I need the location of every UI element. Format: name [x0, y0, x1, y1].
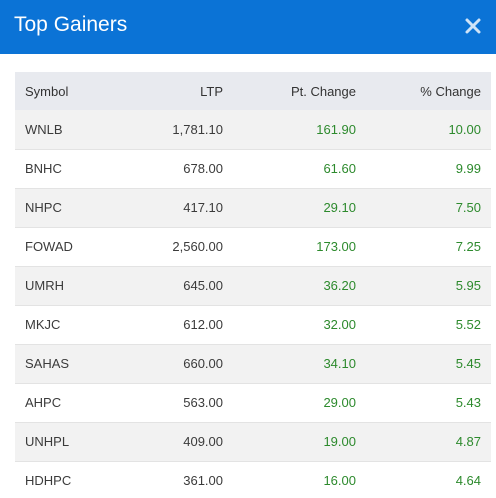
cell-pt-change: 29.00 [323, 395, 356, 410]
gainers-table: Symbol LTP Pt. Change % Change WNLB 1,78… [15, 72, 491, 498]
cell-pct-change: 4.64 [455, 473, 481, 488]
cell-pct-change: 5.43 [455, 395, 481, 410]
modal-title: Top Gainers [14, 13, 128, 36]
table-row[interactable]: WNLB 1,781.10 161.90 10.00 [15, 110, 491, 149]
column-header-symbol: Symbol [25, 83, 69, 99]
cell-ltp: 660.00 [183, 356, 223, 371]
cell-pt-change: 29.10 [323, 200, 356, 215]
column-header-pt-change: Pt. Change [290, 83, 356, 99]
cell-ltp: 678.00 [183, 161, 223, 176]
cell-symbol: WNLB [25, 121, 63, 137]
table-row[interactable]: UNHPL 409.00 19.00 4.87 [15, 422, 491, 461]
cell-pt-change: 34.10 [323, 356, 356, 371]
cell-symbol: HDHPC [25, 473, 72, 488]
cell-pct-change: 5.45 [455, 356, 481, 371]
cell-symbol: NHPC [25, 200, 62, 215]
cell-symbol: BNHC [25, 161, 62, 176]
cell-pct-change: 4.87 [455, 434, 481, 449]
cell-symbol: SAHAS [25, 356, 70, 371]
table-header-row: Symbol LTP Pt. Change % Change [15, 72, 491, 110]
cell-pt-change: 61.60 [323, 161, 356, 176]
cell-pt-change: 173.00 [316, 239, 356, 254]
cell-pct-change: 5.95 [455, 278, 481, 293]
cell-ltp: 417.10 [183, 200, 223, 215]
cell-pt-change: 16.00 [323, 473, 356, 488]
cell-pt-change: 161.90 [316, 121, 356, 137]
table-row[interactable]: SAHAS 660.00 34.10 5.45 [15, 344, 491, 383]
cell-ltp: 409.00 [183, 434, 223, 449]
cell-pt-change: 32.00 [323, 317, 356, 332]
cell-symbol: FOWAD [25, 239, 73, 254]
column-header-ltp: LTP [200, 83, 223, 99]
cell-symbol: MKJC [25, 317, 61, 332]
cell-ltp: 361.00 [183, 473, 223, 488]
cell-pct-change: 7.25 [455, 239, 481, 254]
table-row[interactable]: AHPC 563.00 29.00 5.43 [15, 383, 491, 422]
cell-ltp: 563.00 [183, 395, 223, 410]
gainers-table-container: Symbol LTP Pt. Change % Change WNLB 1,78… [15, 72, 491, 498]
cell-ltp: 645.00 [183, 278, 223, 293]
cell-symbol: AHPC [25, 395, 62, 410]
column-header-pct-change: % Change [420, 83, 481, 99]
table-row[interactable]: NHPC 417.10 29.10 7.50 [15, 188, 491, 227]
cell-ltp: 612.00 [183, 317, 223, 332]
cell-pt-change: 19.00 [323, 434, 356, 449]
table-row[interactable]: BNHC 678.00 61.60 9.99 [15, 149, 491, 188]
table-row[interactable]: MKJC 612.00 32.00 5.52 [15, 305, 491, 344]
modal-header: Top Gainers [0, 0, 496, 54]
table-row[interactable]: UMRH 645.00 36.20 5.95 [15, 266, 491, 305]
cell-pct-change: 7.50 [455, 200, 481, 215]
close-icon[interactable] [463, 16, 483, 36]
table-row[interactable]: HDHPC 361.00 16.00 4.64 [15, 461, 491, 498]
cell-ltp: 2,560.00 [172, 239, 223, 254]
cell-ltp: 1,781.10 [172, 121, 223, 137]
cell-symbol: UMRH [25, 278, 64, 293]
cell-pct-change: 9.99 [455, 161, 481, 176]
table-row[interactable]: FOWAD 2,560.00 173.00 7.25 [15, 227, 491, 266]
cell-pct-change: 5.52 [455, 317, 481, 332]
cell-pct-change: 10.00 [448, 121, 481, 137]
cell-symbol: UNHPL [25, 434, 70, 449]
cell-pt-change: 36.20 [323, 278, 356, 293]
